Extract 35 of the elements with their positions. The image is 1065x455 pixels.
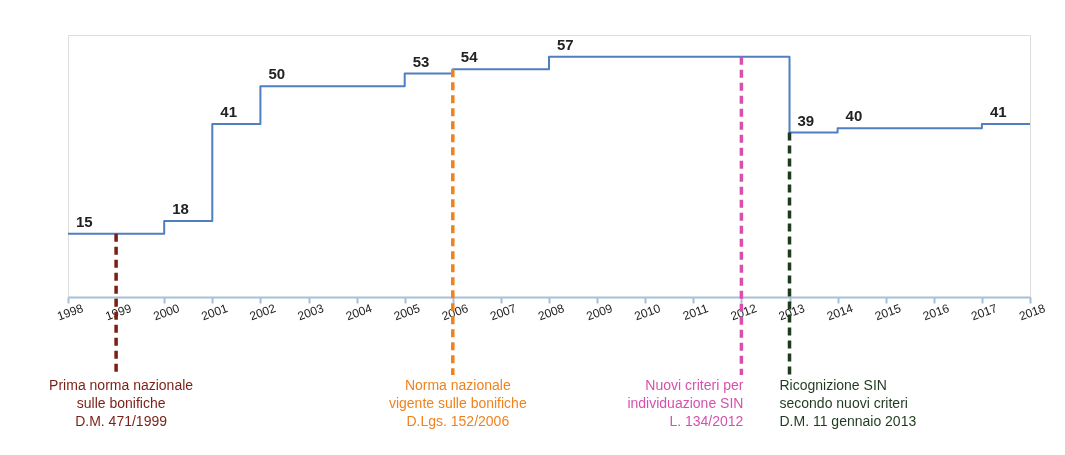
ref-line-label: Prima norma nazionale sulle bonifiche D.M. 471/1999 <box>49 377 194 429</box>
data-label: 50 <box>268 65 286 83</box>
x-tick-label: 2007 <box>488 300 519 324</box>
data-label: 53 <box>412 52 430 70</box>
ref-line-label: Norma nazionale vigente sulle bonifiche D.Lgs. 152/2006 <box>388 377 527 429</box>
x-tick-label: 2004 <box>343 300 375 324</box>
x-tick-label: 1999 <box>103 300 134 324</box>
x-tick-label: 2010 <box>632 300 663 324</box>
x-tick-label: 2017 <box>969 300 1000 324</box>
x-tick-label: 2013 <box>776 300 807 324</box>
x-tick-label: 2016 <box>921 300 952 324</box>
x-tick-label: 2001 <box>199 300 230 324</box>
data-label: 40 <box>845 107 863 125</box>
x-tick-label: 2002 <box>247 300 278 324</box>
data-label: 41 <box>220 103 237 121</box>
ref-line-label: Ricognizione SIN secondo nuovi criteri D.M. 11 gennaio 2013 <box>779 377 917 429</box>
data-label: 18 <box>172 200 189 218</box>
ref-line-label: Nuovi criteri per individuazione SIN L. 134/2012 <box>627 377 744 429</box>
x-tick-label: 2005 <box>391 300 423 324</box>
data-label: 54 <box>460 48 479 66</box>
x-tick-label: 2009 <box>584 300 615 324</box>
x-tick-label: 2014 <box>824 300 856 324</box>
data-label: 15 <box>76 212 93 230</box>
x-tick-label: 2011 <box>680 301 711 324</box>
x-tick-label: 2012 <box>728 300 759 324</box>
data-label: 39 <box>797 111 815 129</box>
x-tick-label: 2006 <box>440 300 471 324</box>
data-label: 41 <box>989 103 1007 121</box>
x-tick-label: 1998 <box>55 300 86 324</box>
data-label: 57 <box>557 35 574 53</box>
x-tick-label: 2003 <box>295 300 326 324</box>
x-tick-label: 2015 <box>872 300 904 324</box>
x-tick-label: 2008 <box>536 300 567 324</box>
x-tick-label: 2000 <box>151 300 182 324</box>
x-tick-label: 2018 <box>1017 300 1048 324</box>
